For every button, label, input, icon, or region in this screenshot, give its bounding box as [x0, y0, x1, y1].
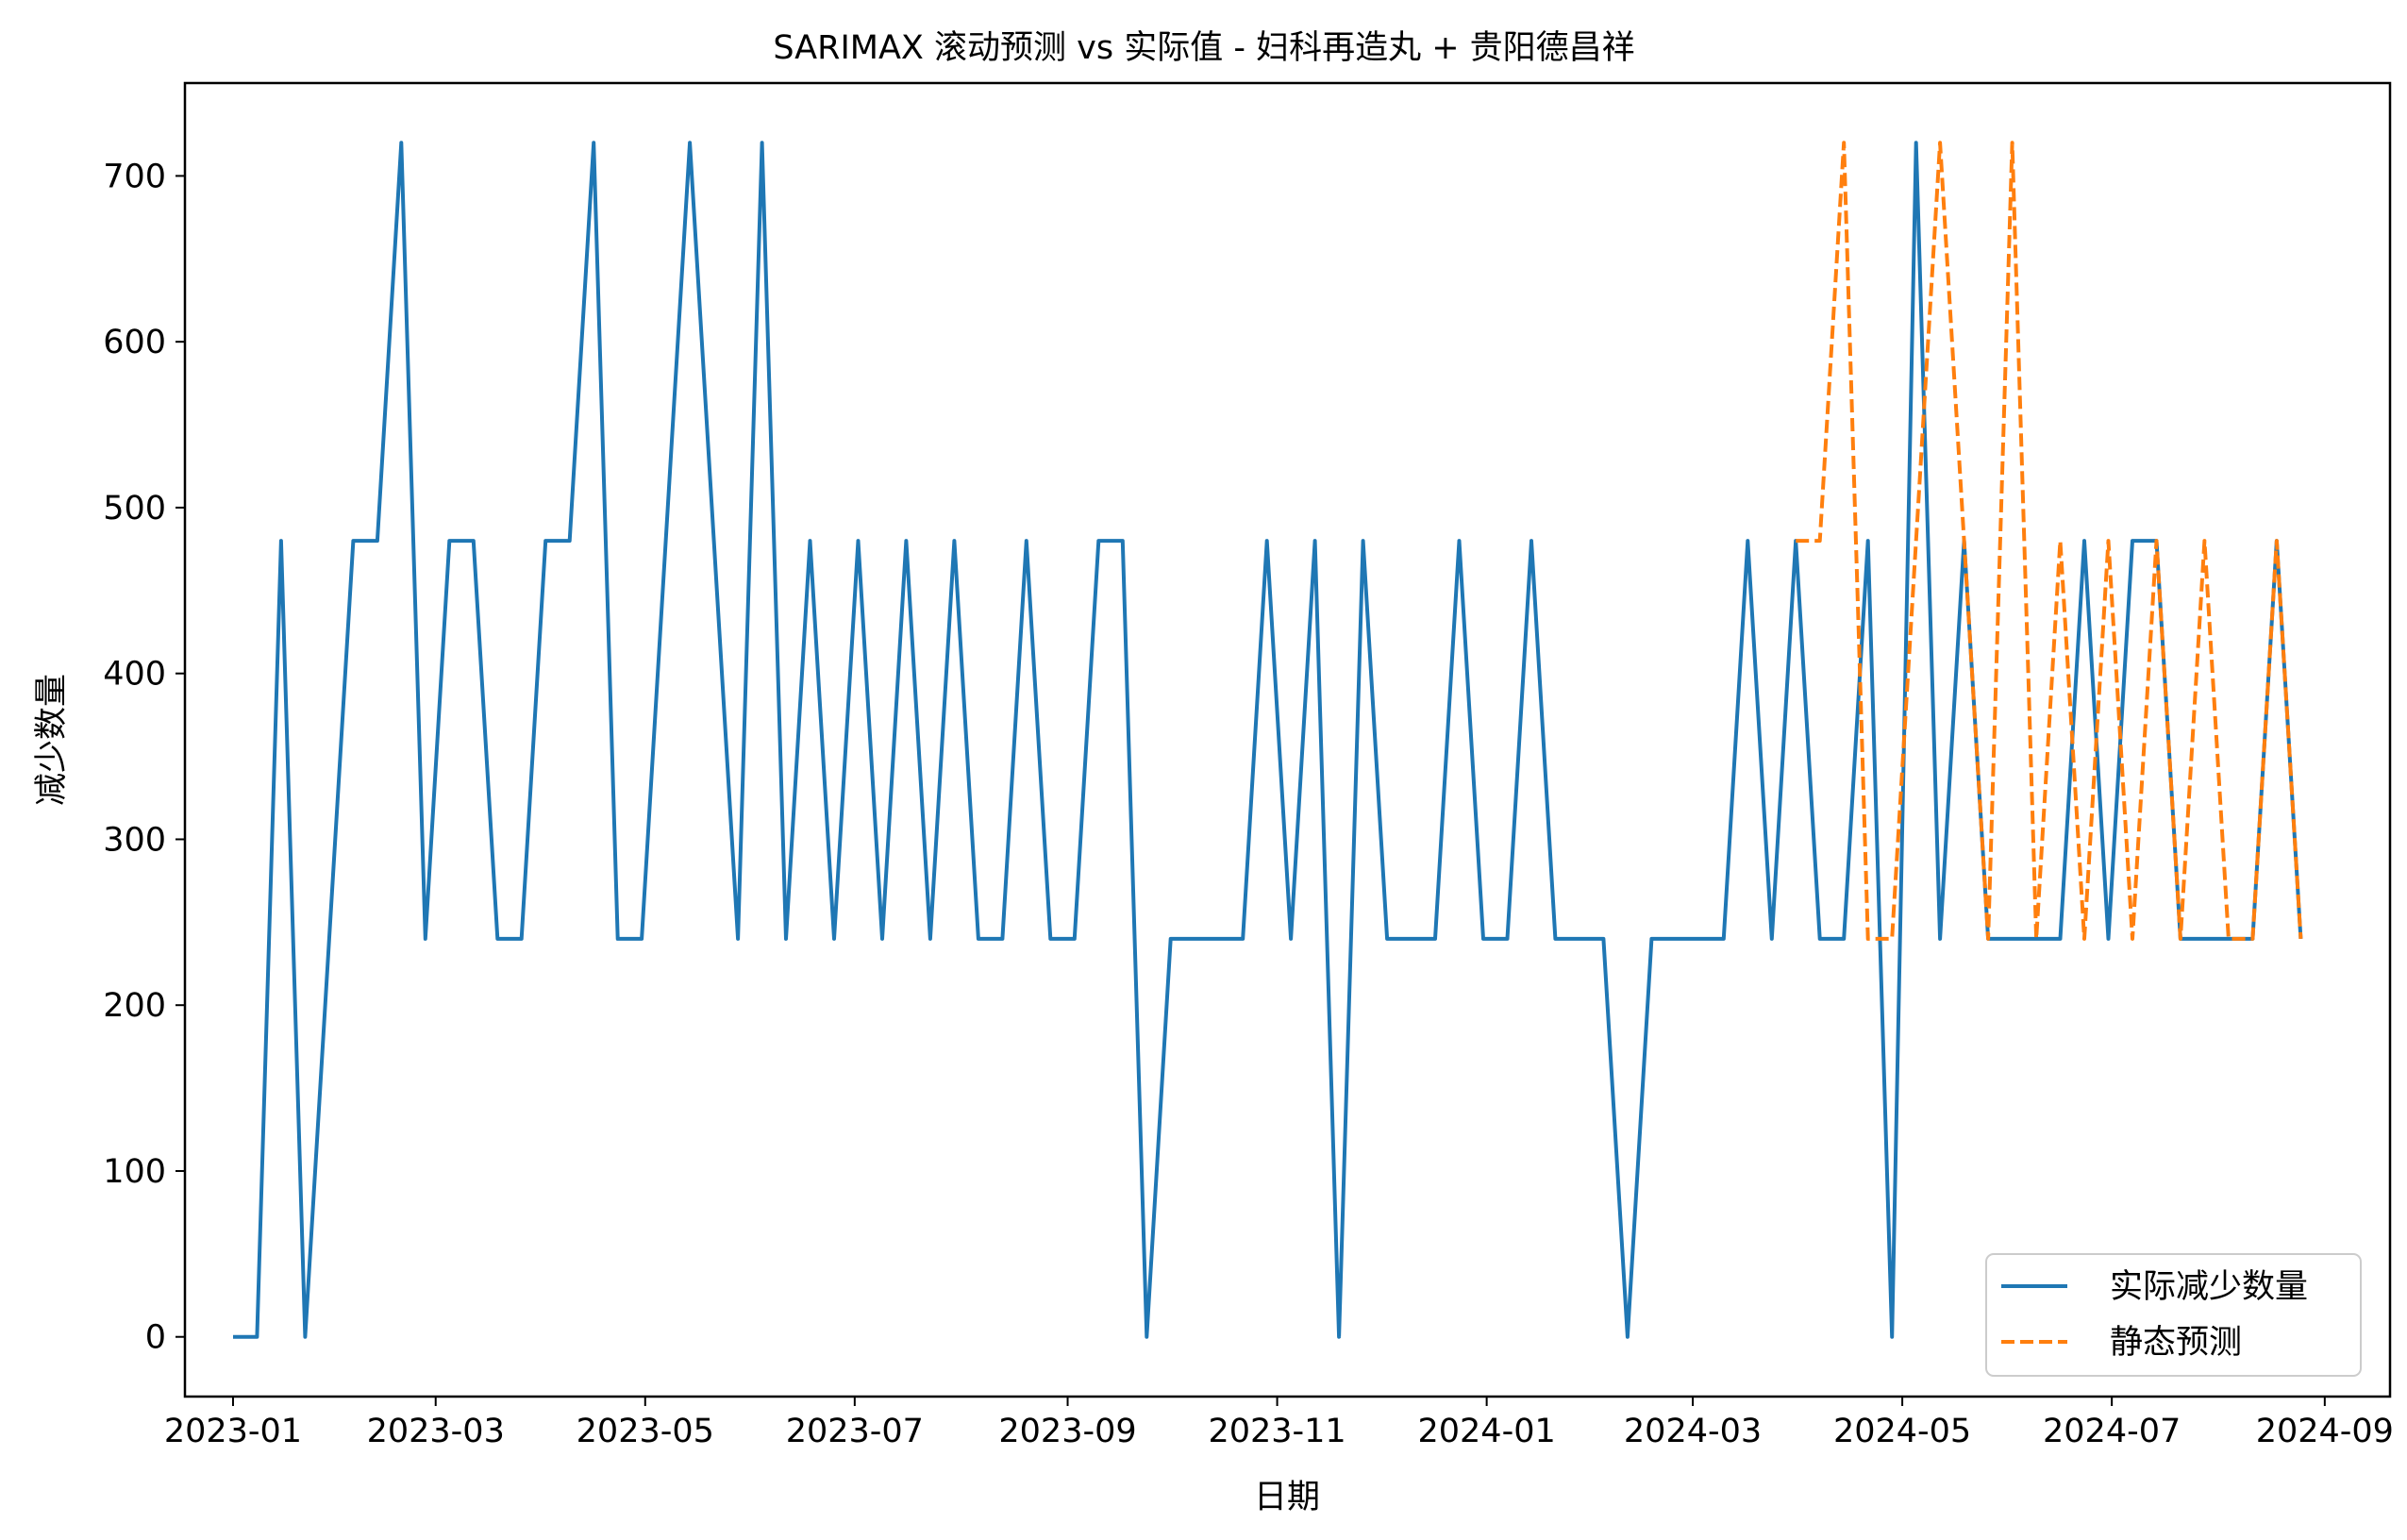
y-axis: 0 100 200 300 400 500 600 700: [103, 158, 185, 1357]
y-tick-label: 100: [103, 1153, 166, 1191]
y-axis-label: 减少数量: [33, 674, 71, 806]
y-tick-label: 600: [103, 324, 166, 361]
legend-box: [1985, 1253, 2362, 1377]
x-tick-label: 2024-05: [1833, 1413, 1971, 1450]
legend-label-actual: 实际减少数量: [2110, 1268, 2308, 1306]
x-tick-label: 2024-01: [1418, 1413, 1556, 1450]
series-layer: [233, 141, 2303, 1339]
x-tick-label: 2024-07: [2043, 1413, 2181, 1450]
x-tick-label: 2024-03: [1624, 1413, 1762, 1450]
chart-title: SARIMAX 滚动预测 vs 实际值 - 妇科再造丸 + 贵阳德昌祥: [773, 29, 1634, 67]
x-tick-label: 2023-03: [367, 1413, 505, 1450]
plot-area: [183, 81, 2392, 1398]
plot-frame: [183, 81, 2392, 1398]
x-tick-label: 2023-11: [1208, 1413, 1346, 1450]
y-tick-label: 500: [103, 490, 166, 527]
y-tick-label: 200: [103, 987, 166, 1025]
x-axis: 2023-01 2023-03 2023-05 2023-07 2023-09 2023-…: [164, 1397, 2394, 1450]
x-tick-label: 2023-07: [786, 1413, 924, 1450]
x-tick-label: 2023-05: [577, 1413, 714, 1450]
legend: 实际减少数量 静态预测: [1985, 1253, 2362, 1377]
series-actual-line: [233, 141, 2303, 1339]
x-tick-label: 2023-01: [164, 1413, 302, 1450]
y-tick-label: 700: [103, 158, 166, 195]
x-axis-label: 日期: [1254, 1479, 1320, 1516]
y-tick-label: 400: [103, 656, 166, 694]
legend-label-forecast: 静态预测: [2110, 1324, 2242, 1362]
x-tick-label: 2024-09: [2256, 1413, 2394, 1450]
y-tick-label: 300: [103, 821, 166, 859]
x-tick-label: 2023-09: [998, 1413, 1136, 1450]
series-forecast-line: [1796, 141, 2303, 941]
y-tick-label: 0: [145, 1319, 166, 1357]
